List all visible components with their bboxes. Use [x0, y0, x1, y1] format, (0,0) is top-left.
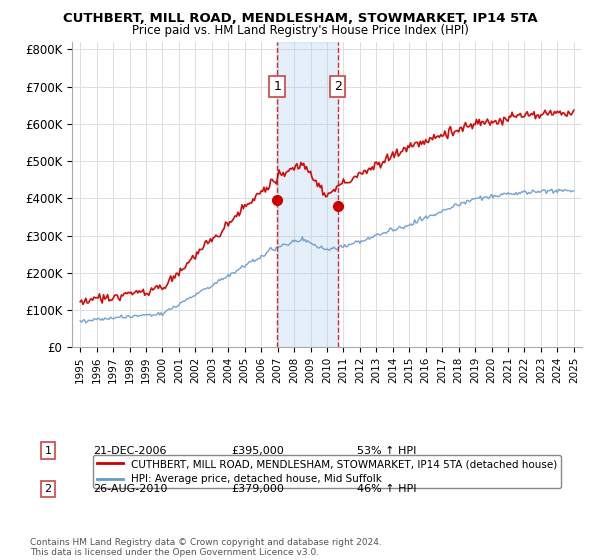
Text: CUTHBERT, MILL ROAD, MENDLESHAM, STOWMARKET, IP14 5TA: CUTHBERT, MILL ROAD, MENDLESHAM, STOWMAR…: [62, 12, 538, 25]
Text: 1: 1: [44, 446, 52, 456]
Text: £395,000: £395,000: [231, 446, 284, 456]
Text: 2: 2: [44, 484, 52, 494]
Text: Price paid vs. HM Land Registry's House Price Index (HPI): Price paid vs. HM Land Registry's House …: [131, 24, 469, 37]
Legend: CUTHBERT, MILL ROAD, MENDLESHAM, STOWMARKET, IP14 5TA (detached house), HPI: Ave: CUTHBERT, MILL ROAD, MENDLESHAM, STOWMAR…: [92, 455, 562, 488]
Text: 53% ↑ HPI: 53% ↑ HPI: [357, 446, 416, 456]
Text: 21-DEC-2006: 21-DEC-2006: [93, 446, 167, 456]
Text: £379,000: £379,000: [231, 484, 284, 494]
Text: 46% ↑ HPI: 46% ↑ HPI: [357, 484, 416, 494]
Bar: [277, 42, 338, 347]
Text: Contains HM Land Registry data © Crown copyright and database right 2024.
This d: Contains HM Land Registry data © Crown c…: [30, 538, 382, 557]
Text: 2: 2: [334, 80, 341, 93]
Text: 1: 1: [273, 80, 281, 93]
Text: 26-AUG-2010: 26-AUG-2010: [93, 484, 167, 494]
